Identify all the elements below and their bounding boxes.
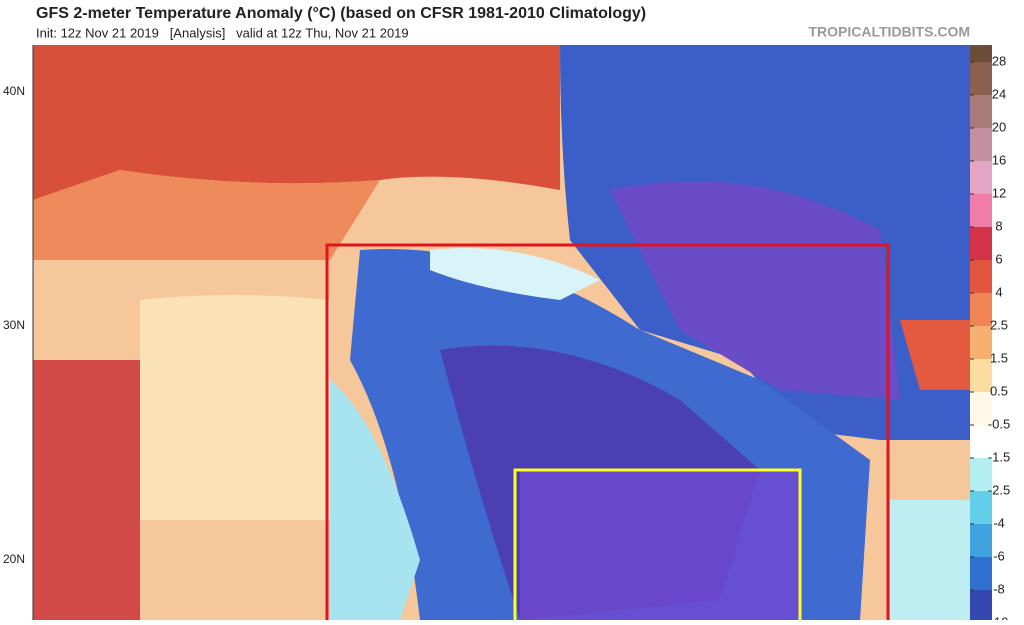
colorbar: 28 24 20 16 12 8 6 4 2.5 1.5 0.5 -0.5 -1.5 -2.5 -4 -6 -8…: [970, 45, 1010, 625]
colorbar-label: 24: [992, 86, 1006, 101]
lat-label: 30N: [3, 318, 25, 332]
colorbar-label: -6: [993, 548, 1005, 563]
colorbar-swatch: [970, 293, 992, 326]
colorbar-swatch: [970, 491, 992, 524]
colorbar-label: -0.5: [988, 416, 1010, 431]
colorbar-label: 0.5: [990, 383, 1008, 398]
colorbar-label: 1.5: [990, 350, 1008, 365]
colorbar-swatch: [970, 128, 992, 161]
colorbar-swatch: [970, 95, 992, 128]
colorbar-top: [970, 45, 992, 62]
colorbar-swatch: [970, 524, 992, 557]
lat-label: 40N: [3, 84, 25, 98]
colorbar-label: 8: [995, 218, 1002, 233]
colorbar-label: 16: [992, 152, 1006, 167]
colorbar-swatch: [970, 359, 992, 392]
colorbar-swatch: [970, 194, 992, 227]
colorbar-swatch: [970, 392, 992, 425]
colorbar-label: -8: [993, 581, 1005, 596]
colorbar-label: 4: [995, 284, 1002, 299]
colorbar-label: 6: [995, 251, 1002, 266]
map: 40N 30N 20N: [3, 45, 970, 625]
colorbar-swatch: [970, 62, 992, 95]
lat-label: 20N: [3, 552, 25, 566]
colorbar-swatch: [970, 590, 992, 623]
subtitle: Init: 12z Nov 21 2019 [Analysis] valid a…: [36, 25, 409, 40]
colorbar-swatch: [970, 557, 992, 590]
colorbar-swatch: [970, 227, 992, 260]
colorbar-swatch: [970, 458, 992, 491]
colorbar-label: -4: [993, 515, 1005, 530]
colorbar-label: -10: [990, 614, 1009, 620]
colorbar-label: 20: [992, 119, 1006, 134]
title: GFS 2-meter Temperature Anomaly (°C) (ba…: [36, 5, 646, 22]
colorbar-swatch: [970, 425, 992, 458]
colorbar-label: 28: [992, 53, 1006, 68]
colorbar-swatch: [970, 260, 992, 293]
colorbar-label: 12: [992, 185, 1006, 200]
colorbar-label: -1.5: [988, 449, 1010, 464]
source: TROPICALTIDBITS.COM: [808, 24, 970, 40]
colorbar-swatch: [970, 161, 992, 194]
colorbar-swatch: [970, 326, 992, 359]
colorbar-label: 2.5: [990, 317, 1008, 332]
colorbar-label: -2.5: [988, 482, 1010, 497]
